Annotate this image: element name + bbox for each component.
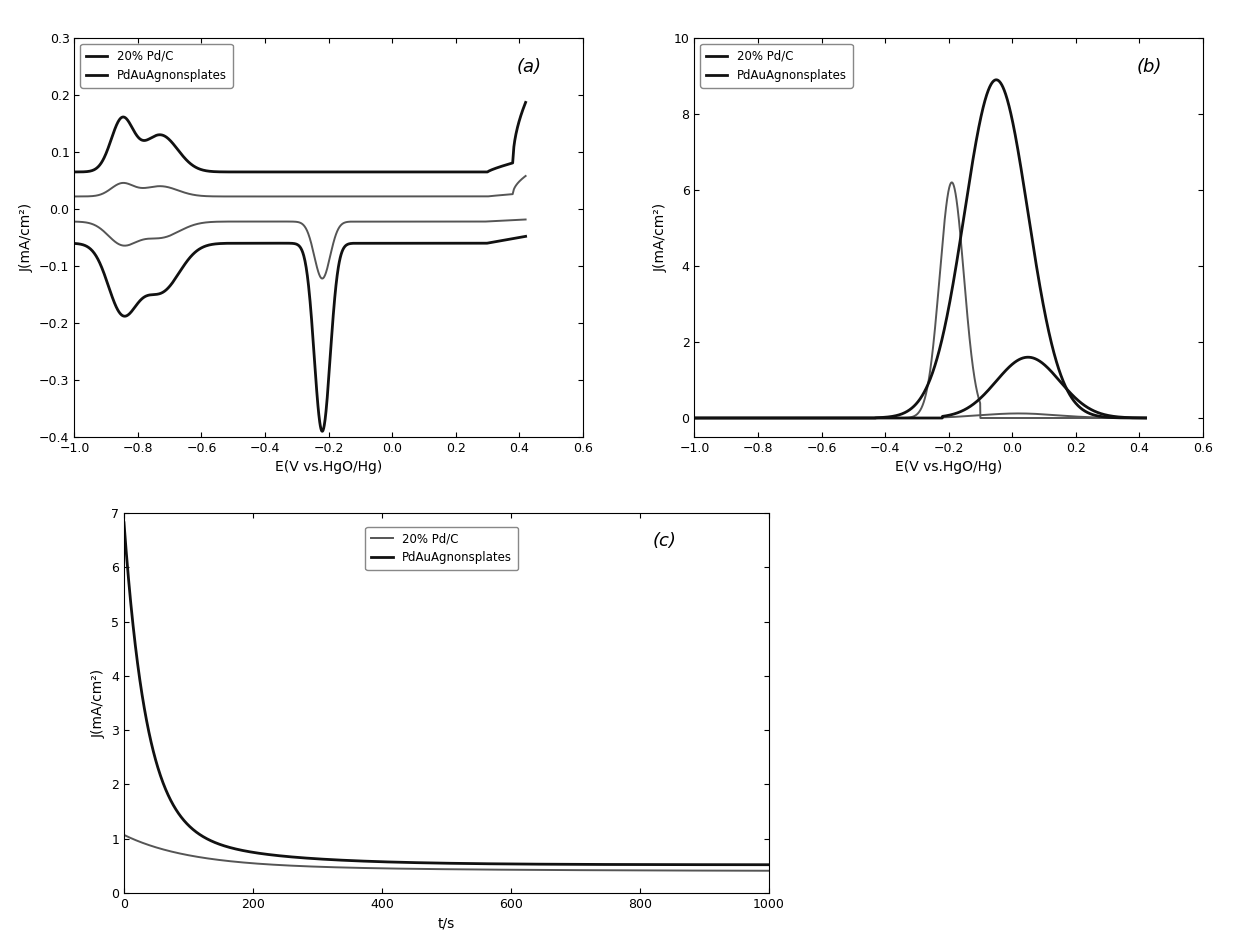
- 20% Pd/C: [624, 864, 639, 876]
- PdAuAgnonsplates: [413, 857, 428, 868]
- Y-axis label: J(mA/cm²): J(mA/cm²): [655, 203, 668, 272]
- Legend: 20% Pd/C, PdAuAgnonsplates: 20% Pd/C, PdAuAgnonsplates: [701, 44, 853, 87]
- Line: 20% Pd/C: 20% Pd/C: [124, 835, 769, 871]
- PdAuAgnonsplates: [624, 859, 639, 870]
- Legend: 20% Pd/C, PdAuAgnonsplates: 20% Pd/C, PdAuAgnonsplates: [366, 526, 518, 570]
- PdAuAgnonsplates: [743, 859, 758, 870]
- Text: (c): (c): [652, 532, 677, 550]
- 20% Pd/C: [150, 842, 165, 853]
- 20% Pd/C: [761, 865, 776, 877]
- X-axis label: E(V vs.HgO/Hg): E(V vs.HgO/Hg): [275, 461, 382, 474]
- Text: (b): (b): [1137, 58, 1162, 76]
- PdAuAgnonsplates: [743, 859, 758, 870]
- X-axis label: t/s: t/s: [438, 917, 455, 930]
- Legend: 20% Pd/C, PdAuAgnonsplates: 20% Pd/C, PdAuAgnonsplates: [81, 44, 233, 87]
- Line: PdAuAgnonsplates: PdAuAgnonsplates: [124, 522, 769, 864]
- 20% Pd/C: [413, 864, 428, 875]
- 20% Pd/C: [430, 864, 445, 875]
- PdAuAgnonsplates: [430, 857, 445, 868]
- Y-axis label: J(mA/cm²): J(mA/cm²): [92, 669, 105, 737]
- PdAuAgnonsplates: [761, 859, 776, 870]
- Y-axis label: J(mA/cm²): J(mA/cm²): [20, 203, 33, 272]
- 20% Pd/C: [117, 829, 131, 841]
- Text: (a): (a): [517, 58, 542, 76]
- PdAuAgnonsplates: [150, 759, 165, 770]
- 20% Pd/C: [743, 865, 758, 877]
- X-axis label: E(V vs.HgO/Hg): E(V vs.HgO/Hg): [895, 461, 1002, 474]
- 20% Pd/C: [743, 865, 758, 877]
- PdAuAgnonsplates: [117, 517, 131, 528]
